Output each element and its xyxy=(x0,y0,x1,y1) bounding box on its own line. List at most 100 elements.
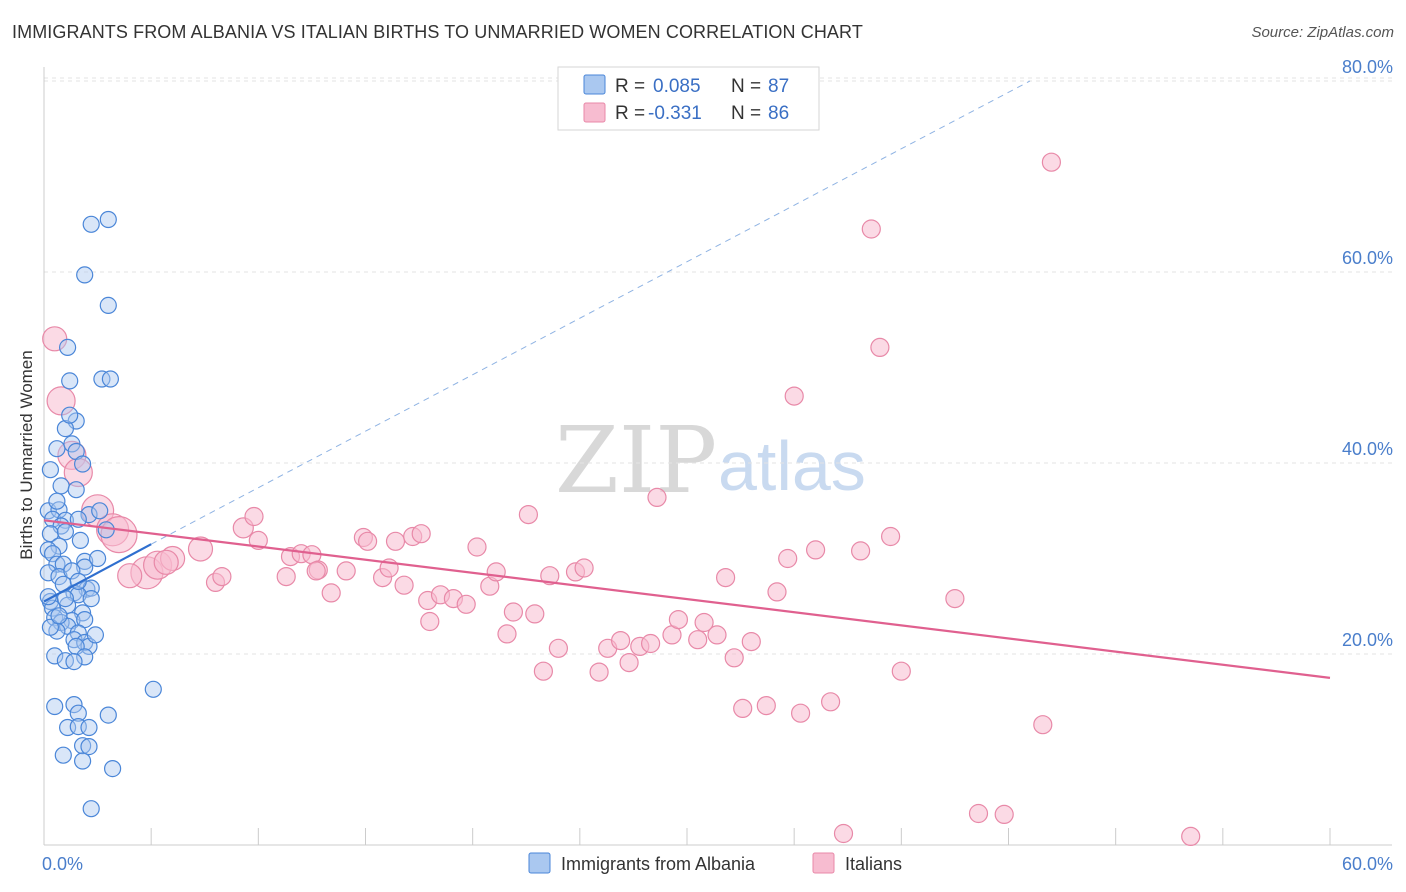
albania-point xyxy=(46,647,64,665)
albania-point xyxy=(144,680,162,698)
y-tick-label-40: 40.0% xyxy=(1342,439,1393,459)
albania-trend-extension xyxy=(150,80,1031,545)
albania-point xyxy=(69,586,87,604)
italians-point xyxy=(321,583,341,603)
albania-point xyxy=(80,505,98,524)
albania-point xyxy=(65,695,83,714)
italians-point xyxy=(891,661,911,681)
italians-point xyxy=(100,515,138,554)
albania-point xyxy=(58,338,77,356)
italians-point xyxy=(880,526,901,547)
albania-point xyxy=(76,648,94,666)
bottom-legend-label-italians: Italians xyxy=(845,854,902,874)
italians-point xyxy=(668,609,689,630)
italians-point xyxy=(619,652,639,673)
watermark-atlas: atlas xyxy=(718,427,866,505)
y-tick-label-80: 80.0% xyxy=(1342,57,1393,77)
albania-point xyxy=(76,266,94,284)
albania-point xyxy=(76,558,94,576)
albania-point xyxy=(56,420,75,438)
italians-point xyxy=(647,487,667,507)
albania-point xyxy=(65,631,83,649)
italians-point xyxy=(688,630,708,650)
albania-point xyxy=(39,564,57,582)
italians-point xyxy=(733,698,753,719)
italians-point xyxy=(117,563,143,589)
italians-point xyxy=(574,558,594,578)
albania-point xyxy=(99,210,117,229)
albania-point xyxy=(97,521,115,539)
albania-point xyxy=(65,652,83,671)
italians-point xyxy=(968,803,989,824)
italians-point xyxy=(707,625,727,645)
albania-point xyxy=(52,477,70,495)
italians-point xyxy=(212,566,232,587)
italians-point xyxy=(394,575,414,595)
bottom-legend-swatch-albania xyxy=(528,852,551,874)
italians-point xyxy=(640,633,661,654)
italians-point xyxy=(994,804,1014,825)
italians-point xyxy=(276,566,296,587)
legend-r-label-italians: R = xyxy=(615,103,645,124)
bottom-legend-swatch-italians xyxy=(812,852,835,874)
albania-trend-line xyxy=(43,543,152,603)
italians-point xyxy=(358,531,378,551)
correlation-legend: R = 0.085 N = 87 R = -0.331 N = 86 xyxy=(557,66,820,131)
italians-point xyxy=(420,611,440,632)
legend-swatch-albania xyxy=(583,74,606,95)
x-tick-label-max: 60.0% xyxy=(1342,854,1393,874)
legend-r-value-italians: -0.331 xyxy=(648,103,702,124)
albania-point xyxy=(73,455,92,473)
albania-point xyxy=(69,704,87,722)
italians-point xyxy=(518,504,539,525)
italians-point xyxy=(497,624,517,644)
albania-point xyxy=(88,549,107,568)
legend-n-label-italians: N = xyxy=(731,103,761,124)
italians-point xyxy=(244,506,264,527)
legend-swatch-italians xyxy=(583,102,606,123)
trend-lines xyxy=(43,80,1331,679)
italians-point xyxy=(42,326,68,352)
albania-point xyxy=(82,215,100,233)
watermark-zip: ZIP xyxy=(555,407,717,514)
albania-point xyxy=(80,737,98,756)
italians-point xyxy=(850,541,871,561)
albania-point xyxy=(67,481,85,499)
italians-point xyxy=(945,588,965,609)
italians-point xyxy=(525,604,545,624)
italians-point xyxy=(767,582,787,602)
italians-point xyxy=(1033,715,1053,735)
y-tick-labels: 20.0% 40.0% 60.0% 80.0% xyxy=(1342,57,1393,650)
italians-point xyxy=(411,524,431,544)
italians-point xyxy=(870,337,890,357)
italians-trend-line xyxy=(43,519,1331,679)
italians-point xyxy=(540,566,560,586)
albania-point xyxy=(43,545,62,563)
albania-point xyxy=(50,607,68,625)
y-tick-label-60: 60.0% xyxy=(1342,248,1393,268)
italians-point xyxy=(385,531,406,551)
italians-point xyxy=(456,594,476,614)
italians-point xyxy=(778,548,798,569)
italians-point xyxy=(610,630,631,651)
bottom-legend-label-albania: Immigrants from Albania xyxy=(561,854,756,874)
albania-point xyxy=(73,737,92,755)
italians-point xyxy=(548,638,569,658)
series-legend: Immigrants from Albania Italians xyxy=(528,852,902,874)
albania-point xyxy=(82,589,100,608)
albania-point xyxy=(101,370,120,388)
x-ticks xyxy=(43,828,1331,845)
italians-point xyxy=(467,537,487,557)
y-axis-label: Births to Unmarried Women xyxy=(17,350,36,559)
albania-point xyxy=(48,440,66,458)
legend-n-label-albania: N = xyxy=(731,76,761,97)
italians-point xyxy=(715,567,736,588)
italians-point xyxy=(1181,826,1201,847)
legend-r-value-albania: 0.085 xyxy=(653,76,701,97)
italians-point xyxy=(784,386,804,406)
italians-point xyxy=(756,695,776,716)
albania-point xyxy=(73,752,92,770)
albania-point xyxy=(56,652,75,670)
albania-point xyxy=(82,800,100,818)
